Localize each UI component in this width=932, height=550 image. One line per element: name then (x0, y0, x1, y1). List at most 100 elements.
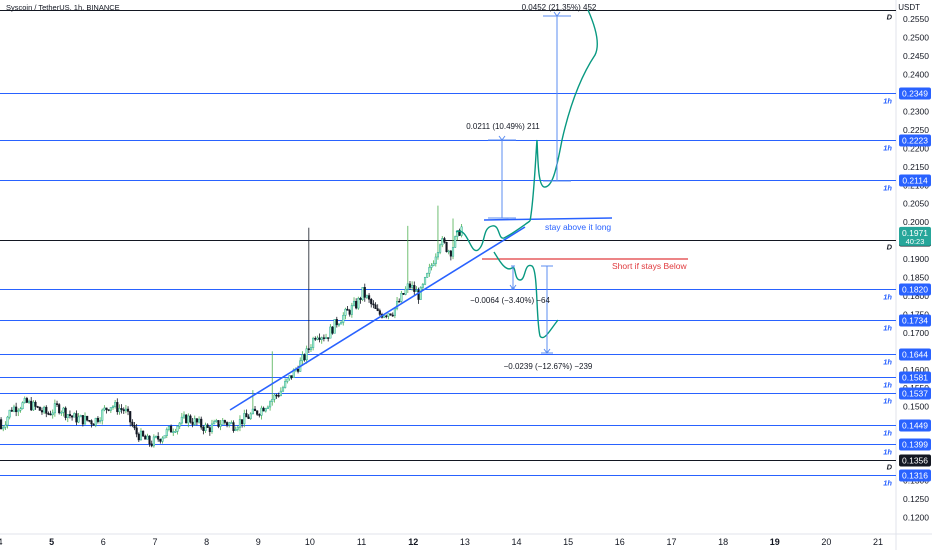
candle (206, 424, 209, 428)
candle (253, 408, 257, 412)
price-tag-label: 0.1644 (902, 350, 928, 360)
candle (12, 406, 16, 412)
timeframe-label: 1h (883, 358, 892, 367)
candle (434, 256, 437, 264)
candle (303, 354, 306, 361)
candle (105, 407, 108, 410)
candle (53, 403, 56, 414)
candle (249, 413, 252, 419)
price-axis[interactable]: 0.25500.25000.24500.24000.23500.23000.22… (899, 14, 931, 522)
candle (77, 416, 80, 423)
candle (370, 299, 373, 305)
y-tick-label: 0.1900 (903, 254, 929, 264)
timeframe-label: 1h (883, 293, 892, 302)
candle (88, 420, 91, 422)
candle (49, 413, 52, 416)
measure-label: −0.0064 (−3.40%) −64 (470, 296, 550, 305)
candle (445, 242, 448, 252)
x-tick-label: 20 (821, 537, 831, 547)
timeframe-label: D (887, 243, 893, 252)
candle (389, 313, 392, 316)
candle (426, 273, 429, 278)
x-tick-label: 5 (49, 537, 54, 547)
candle (208, 427, 211, 433)
time-axis[interactable]: 4 5 6 7 8 9 10 11 12 13 14 15 16 17 18 19 20 21 (0, 537, 883, 547)
y-tick-label: 0.2250 (903, 125, 929, 135)
projection-path-bull (529, 9, 598, 222)
candle (436, 252, 440, 258)
candle (122, 409, 125, 412)
candle (101, 409, 104, 421)
candle (346, 308, 349, 311)
candle (318, 337, 321, 340)
y-tick-label: 0.2400 (903, 70, 929, 80)
price-tag (899, 174, 931, 187)
candle (331, 326, 334, 334)
candle (288, 375, 291, 380)
candle (135, 427, 138, 435)
candle (243, 413, 246, 425)
candle (210, 423, 214, 433)
candle (342, 315, 345, 323)
candle (144, 435, 147, 440)
price-tag-label: 0.2223 (902, 136, 928, 146)
candle (133, 425, 136, 429)
candle (81, 415, 84, 425)
candle (228, 422, 231, 426)
y-tick-label: 0.1600 (903, 365, 929, 375)
candle (314, 338, 317, 340)
x-tick-label: 15 (563, 537, 573, 547)
candle (335, 319, 338, 326)
price-tag (899, 469, 931, 482)
candle (238, 419, 242, 428)
candle (23, 398, 26, 403)
candle (262, 407, 265, 412)
measure-bull-arrow (553, 11, 561, 17)
candle (32, 401, 35, 411)
candle (408, 283, 412, 288)
candle (383, 315, 386, 318)
measure-label: −0.0239 (−12.67%) −239 (504, 362, 593, 371)
candle (458, 230, 461, 236)
candle (99, 420, 102, 422)
candle (19, 408, 22, 411)
candle (40, 410, 44, 413)
note-stay-above: stay above it long (545, 222, 611, 232)
candle (73, 413, 76, 418)
candle (456, 230, 459, 237)
y-tick-label: 0.1850 (903, 273, 929, 283)
candle (340, 322, 343, 325)
candle (111, 406, 115, 408)
price-tag (899, 454, 931, 467)
candle (126, 408, 130, 412)
candle (312, 338, 315, 348)
candle (361, 287, 364, 300)
candle (432, 263, 435, 266)
candle (327, 337, 330, 339)
candle (148, 435, 151, 445)
candle (415, 290, 418, 292)
candle (324, 337, 328, 339)
candle (419, 287, 422, 300)
candle (213, 421, 216, 425)
candle (178, 422, 181, 427)
x-tick-label: 6 (101, 537, 106, 547)
candle (451, 247, 455, 257)
candle (344, 308, 347, 316)
price-tag (899, 387, 931, 400)
candle (51, 412, 54, 416)
candle (137, 433, 140, 441)
candle (90, 420, 93, 425)
timeframe-label: 1h (883, 381, 892, 390)
candle (365, 295, 368, 298)
candle (15, 406, 18, 413)
y-tick-label: 0.2000 (903, 217, 929, 227)
y-tick-label: 0.1750 (903, 309, 929, 319)
candle (30, 400, 33, 411)
candle (230, 422, 233, 424)
candle (165, 429, 168, 436)
y-tick-label: 0.1500 (903, 402, 929, 412)
x-tick-label: 4 (0, 537, 3, 547)
candle (34, 401, 37, 407)
